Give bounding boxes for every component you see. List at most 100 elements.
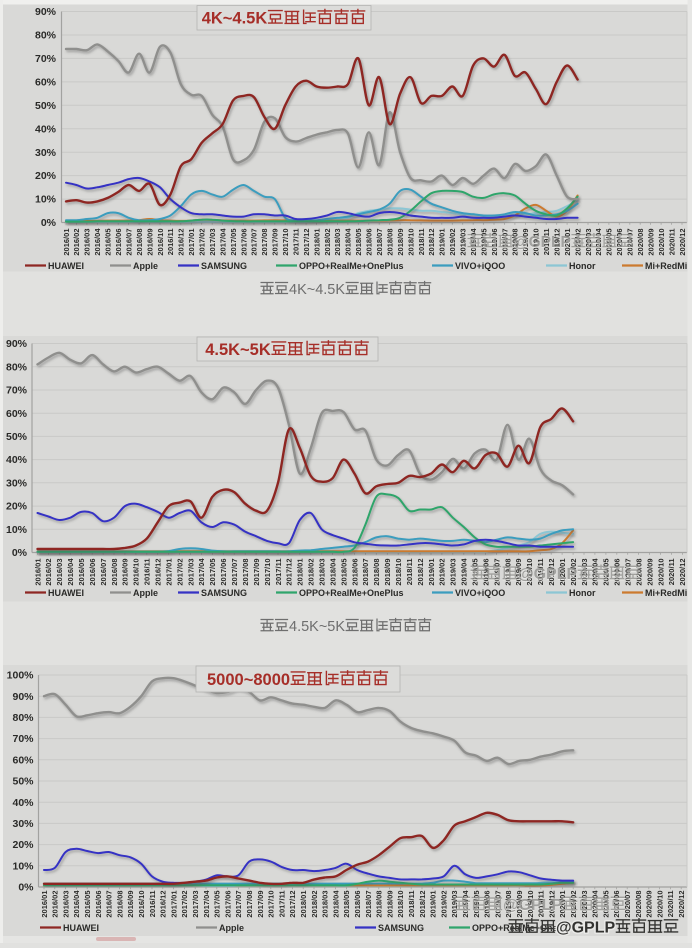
svg-text:VIVO+iQOO: VIVO+iQOO [455, 261, 505, 271]
svg-text:2016/11: 2016/11 [143, 559, 152, 586]
svg-text:0%: 0% [12, 547, 28, 559]
svg-text:10%: 10% [12, 860, 34, 872]
svg-text:2018/08: 2018/08 [385, 229, 394, 256]
svg-text:30%: 30% [35, 147, 57, 159]
svg-text:2020/12: 2020/12 [678, 229, 687, 256]
svg-text:10%: 10% [6, 524, 28, 536]
svg-text:2017/05: 2017/05 [208, 559, 217, 586]
svg-text:2018/10: 2018/10 [396, 891, 405, 918]
svg-text:2017/09: 2017/09 [256, 891, 265, 918]
svg-text:2018/05: 2018/05 [354, 229, 363, 256]
svg-text:2018/07: 2018/07 [361, 559, 370, 586]
svg-text:2019/02: 2019/02 [448, 229, 457, 256]
svg-text:2017/01: 2017/01 [187, 229, 196, 256]
svg-text:2019/07: 2019/07 [492, 559, 501, 586]
svg-text:2017/04: 2017/04 [202, 890, 211, 918]
svg-text:60%: 60% [12, 754, 34, 766]
svg-text:2017/03: 2017/03 [191, 891, 200, 918]
svg-text:2018/09: 2018/09 [383, 559, 392, 586]
svg-text:2018/12: 2018/12 [418, 891, 427, 918]
svg-text:2016/10: 2016/10 [132, 559, 141, 586]
svg-text:@GPLP: @GPLP [556, 920, 615, 937]
svg-text:2018/08: 2018/08 [375, 891, 384, 918]
svg-text:Mi+RedMi: Mi+RedMi [645, 261, 687, 271]
svg-text:2016/04: 2016/04 [93, 228, 102, 256]
svg-text:0%: 0% [41, 217, 57, 229]
svg-text:4K~4.5K: 4K~4.5K [289, 282, 345, 298]
svg-text:70%: 70% [35, 53, 57, 65]
svg-text:2020/10: 2020/10 [655, 891, 664, 918]
svg-text:2016/03: 2016/03 [55, 559, 64, 586]
svg-text:40%: 40% [6, 454, 28, 466]
svg-text:0%: 0% [18, 882, 34, 894]
svg-text:2018/11: 2018/11 [417, 229, 426, 256]
svg-text:2019/01: 2019/01 [427, 559, 436, 586]
svg-text:4K~4.5K: 4K~4.5K [202, 10, 268, 28]
svg-text:2018/05: 2018/05 [339, 559, 348, 586]
svg-text:HUAWEI: HUAWEI [48, 261, 84, 271]
svg-text:2017/12: 2017/12 [288, 891, 297, 918]
svg-text:2017/03: 2017/03 [186, 559, 195, 586]
svg-text:2016/06: 2016/06 [88, 559, 97, 586]
svg-text:2016/02: 2016/02 [51, 891, 60, 918]
svg-text:2016/09: 2016/09 [145, 229, 154, 256]
svg-text:2020/09: 2020/09 [646, 229, 655, 256]
svg-text:2018/09: 2018/09 [385, 891, 394, 918]
svg-text:2019/01: 2019/01 [438, 229, 447, 256]
svg-text:@GPLP: @GPLP [503, 897, 562, 914]
svg-text:2016/11: 2016/11 [166, 229, 175, 256]
svg-text:2017/02: 2017/02 [175, 559, 184, 586]
svg-text:2017/03: 2017/03 [208, 229, 217, 256]
svg-text:2016/03: 2016/03 [61, 891, 70, 918]
svg-text:40%: 40% [35, 123, 57, 135]
svg-text:2017/04: 2017/04 [218, 228, 227, 256]
svg-text:2017/05: 2017/05 [213, 891, 222, 918]
svg-text:2020/08: 2020/08 [634, 559, 643, 586]
svg-text:2016/07: 2016/07 [105, 891, 114, 918]
svg-text:2016/05: 2016/05 [104, 229, 113, 256]
svg-text:2019/01: 2019/01 [429, 891, 438, 918]
svg-text:2018/10: 2018/10 [394, 559, 403, 586]
svg-text:2017/08: 2017/08 [241, 559, 250, 586]
svg-text:2018/01: 2018/01 [296, 559, 305, 586]
svg-text:2018/06: 2018/06 [353, 891, 362, 918]
svg-text:2017/06: 2017/06 [239, 229, 248, 256]
svg-text:90%: 90% [12, 691, 34, 703]
svg-text:Apple: Apple [219, 923, 244, 933]
svg-text:2016/05: 2016/05 [83, 891, 92, 918]
svg-text:40%: 40% [12, 797, 34, 809]
svg-text:2020/11: 2020/11 [666, 891, 675, 918]
svg-text:2017/06: 2017/06 [223, 891, 232, 918]
svg-text:SAMSUNG: SAMSUNG [201, 261, 247, 271]
svg-text:50%: 50% [35, 100, 57, 112]
svg-text:2016/08: 2016/08 [135, 229, 144, 256]
svg-text:2017/10: 2017/10 [267, 891, 276, 918]
svg-text:2020/12: 2020/12 [677, 891, 686, 918]
svg-text:20%: 20% [12, 839, 34, 851]
svg-text:100%: 100% [7, 670, 35, 682]
svg-text:@GPLP: @GPLP [514, 234, 571, 251]
svg-text:2017/12: 2017/12 [285, 559, 294, 586]
svg-text:2018/07: 2018/07 [364, 891, 373, 918]
svg-text:2018/06: 2018/06 [365, 229, 374, 256]
svg-text:2016/01: 2016/01 [62, 229, 71, 256]
svg-text:2020/08: 2020/08 [636, 229, 645, 256]
svg-text:2018/12: 2018/12 [416, 559, 425, 586]
svg-text:2019/02: 2019/02 [438, 559, 447, 586]
svg-text:2016/08: 2016/08 [115, 891, 124, 918]
svg-text:2017/07: 2017/07 [230, 559, 239, 586]
svg-text:4.5K~5K: 4.5K~5K [205, 341, 271, 359]
svg-text:VIVO+iQOO: VIVO+iQOO [455, 588, 505, 598]
svg-text:2020/12: 2020/12 [678, 559, 687, 586]
svg-text:2018/12: 2018/12 [427, 229, 436, 256]
svg-text:2017/11: 2017/11 [277, 891, 286, 918]
svg-text:Apple: Apple [133, 261, 158, 271]
svg-text:@GPLP: @GPLP [518, 566, 577, 583]
svg-text:2018/06: 2018/06 [350, 559, 359, 586]
svg-text:Honor: Honor [569, 588, 596, 598]
svg-text:2016/12: 2016/12 [159, 891, 168, 918]
svg-text:2018/08: 2018/08 [372, 559, 381, 586]
svg-text:OPPO+RealMe+OnePlus: OPPO+RealMe+OnePlus [299, 261, 404, 271]
svg-text:2016/06: 2016/06 [114, 229, 123, 256]
svg-text:2019/04: 2019/04 [460, 558, 469, 586]
